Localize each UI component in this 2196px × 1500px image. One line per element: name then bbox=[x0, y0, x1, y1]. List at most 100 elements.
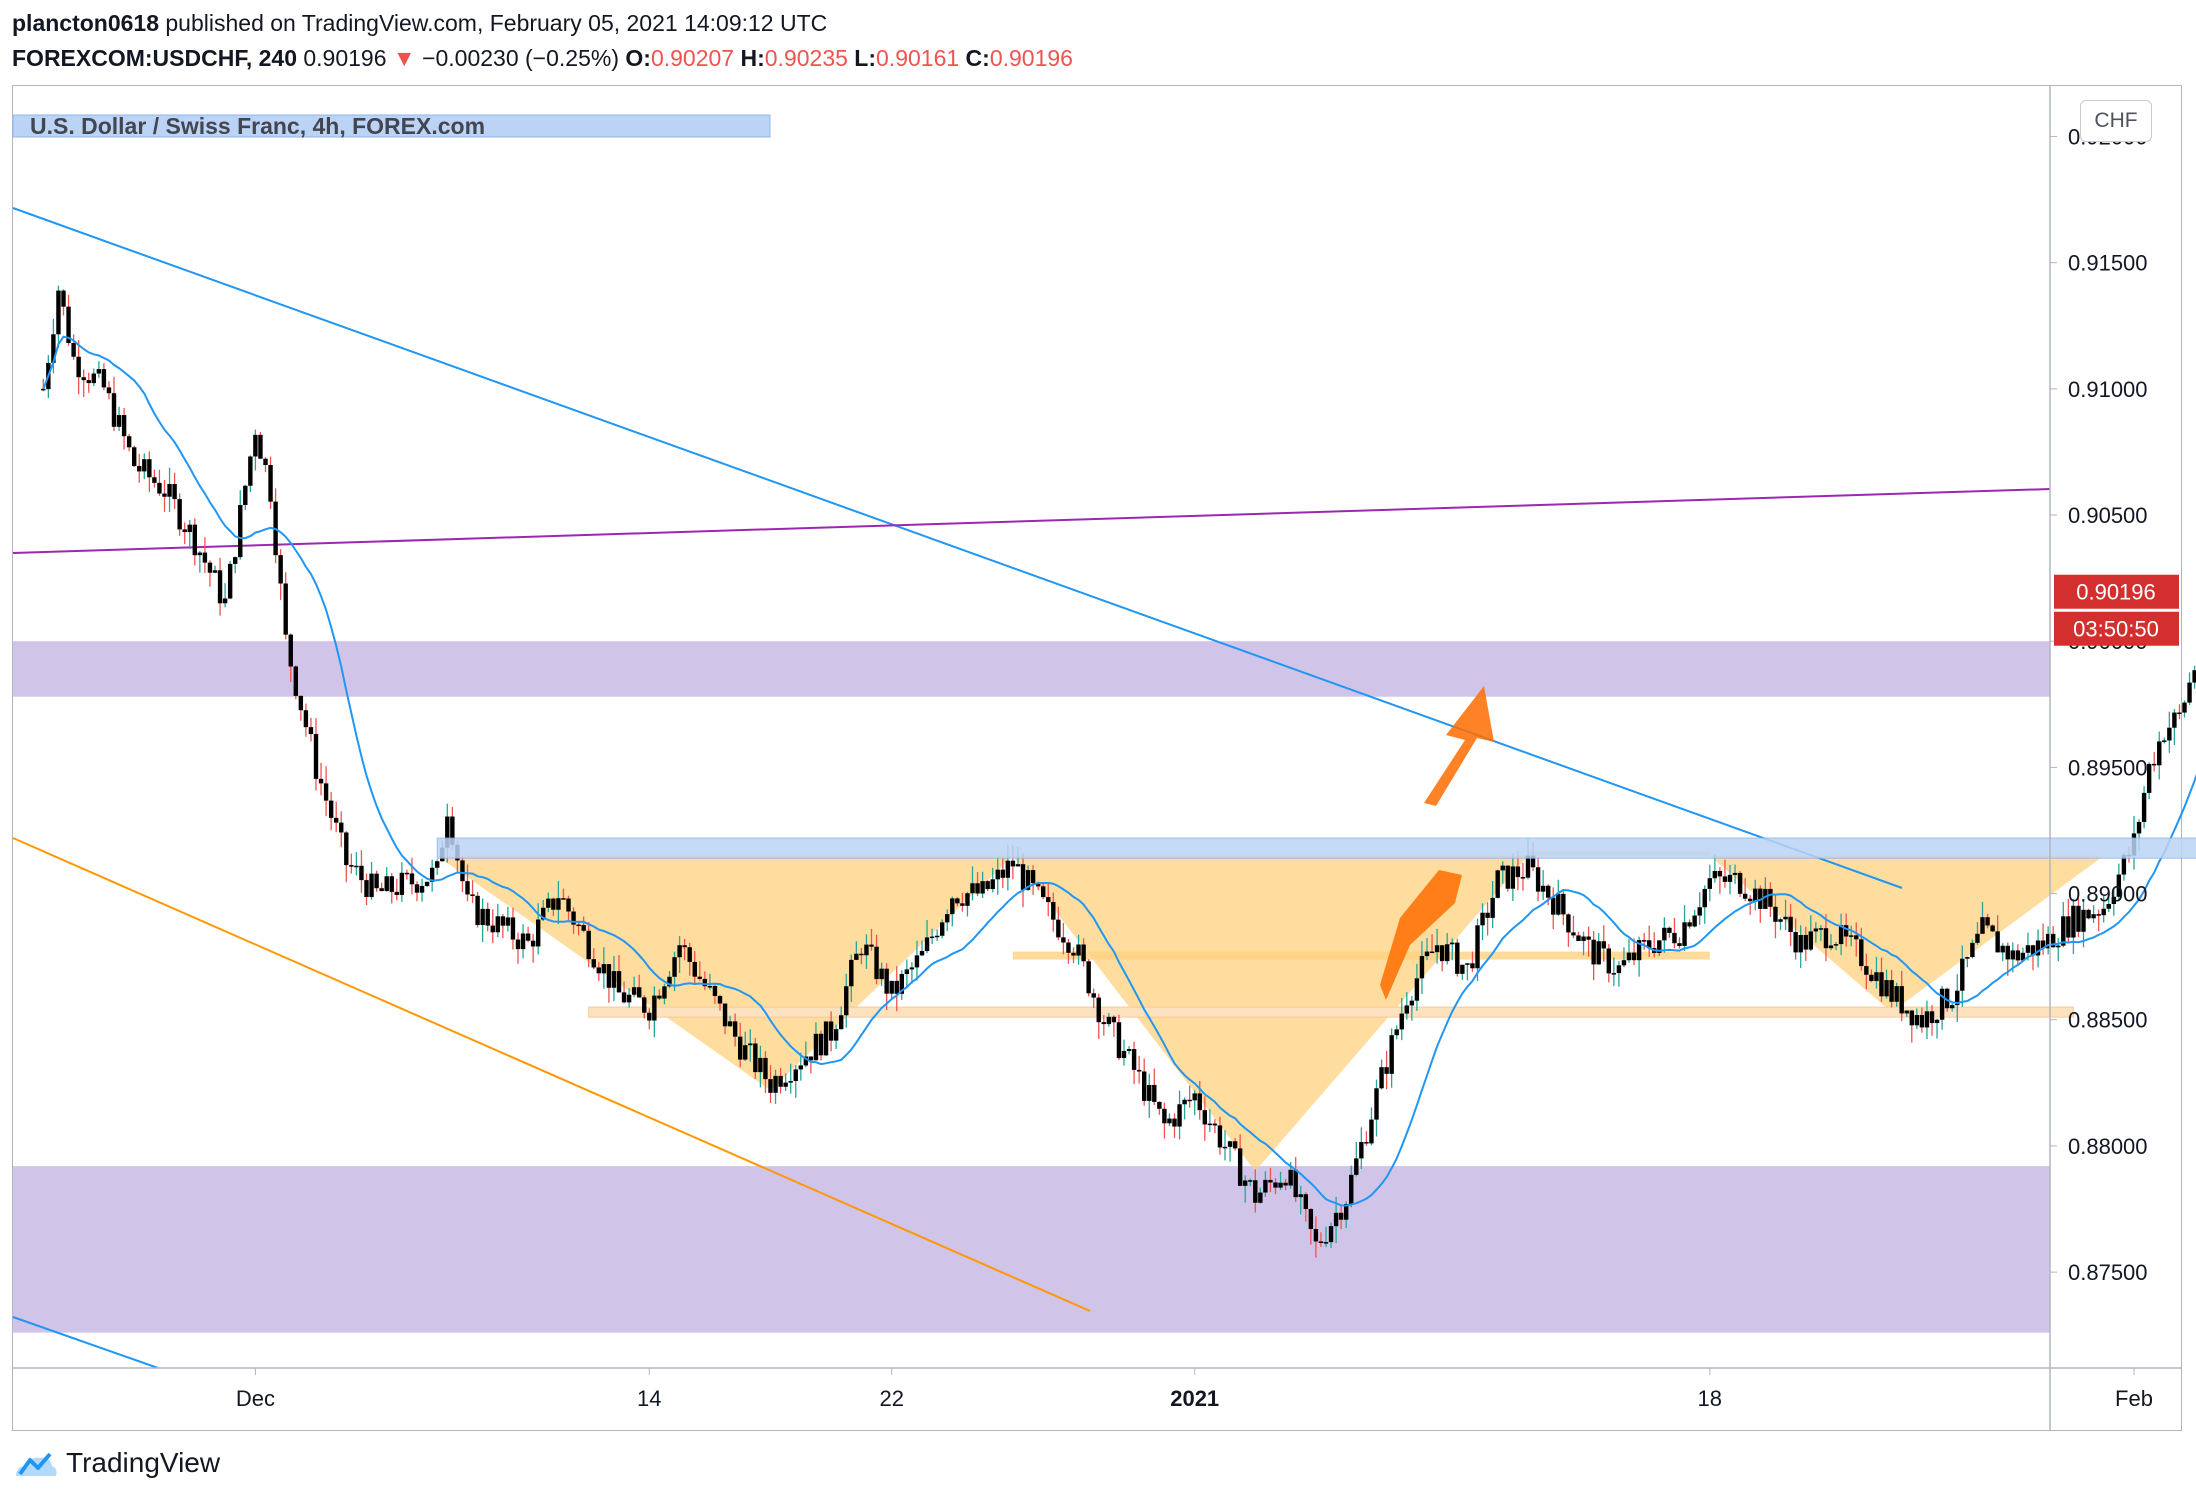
time-tick-label: Feb bbox=[2115, 1386, 2153, 1411]
candle-body bbox=[702, 978, 708, 987]
author-name[interactable]: plancton0618 bbox=[12, 10, 159, 36]
candle-body bbox=[919, 950, 925, 956]
candle-body bbox=[1692, 915, 1697, 927]
candle-body bbox=[66, 306, 71, 344]
candle-body bbox=[298, 695, 304, 711]
candle-body bbox=[126, 436, 132, 448]
left-shoulder-area bbox=[437, 855, 1013, 1091]
candle-body bbox=[1581, 936, 1586, 941]
candle-body bbox=[904, 969, 910, 975]
candle-body bbox=[81, 377, 86, 381]
candle-body bbox=[1788, 916, 1793, 933]
candle-body bbox=[1349, 1174, 1354, 1204]
price-tick-label: 0.88000 bbox=[2068, 1134, 2148, 1159]
time-tick-label: 22 bbox=[879, 1386, 903, 1411]
symbol-name[interactable]: FOREXCOM:USDCHF, 240 bbox=[12, 45, 297, 71]
candle-body bbox=[253, 434, 258, 457]
candle-body bbox=[1859, 939, 1864, 967]
moving-average-line bbox=[42, 335, 2196, 1207]
candle-body bbox=[844, 986, 849, 1016]
candle-body bbox=[1268, 1179, 1273, 1183]
candle-body bbox=[1096, 997, 1101, 1023]
candle-body bbox=[1020, 864, 1026, 890]
candle-body bbox=[1944, 988, 1950, 1009]
candle-body bbox=[1187, 1099, 1192, 1102]
candle-body bbox=[197, 552, 203, 556]
candle-body bbox=[162, 493, 167, 497]
candle-body bbox=[222, 598, 228, 604]
candle-body bbox=[263, 458, 268, 465]
candle-body bbox=[1641, 940, 1647, 942]
candle-body bbox=[1621, 960, 1627, 966]
candle-body bbox=[2162, 740, 2167, 742]
candle-body bbox=[379, 888, 384, 892]
candle-body bbox=[1278, 1182, 1283, 1188]
candle-body bbox=[1647, 940, 1652, 949]
candle-body bbox=[1434, 945, 1440, 953]
candle-body bbox=[515, 939, 521, 950]
candle-body bbox=[525, 933, 531, 941]
candle-body bbox=[142, 459, 147, 472]
candle-body bbox=[2071, 905, 2076, 938]
candle-body bbox=[2116, 874, 2122, 897]
candle-body bbox=[1505, 865, 1510, 889]
candle-body bbox=[1985, 917, 1990, 926]
candle-body bbox=[2076, 905, 2081, 932]
candle-body bbox=[1450, 942, 1455, 945]
price-tick-label: 0.89000 bbox=[2068, 882, 2148, 907]
candle-body bbox=[1904, 1010, 1909, 1014]
publish-line: plancton0618 published on TradingView.co… bbox=[12, 10, 827, 37]
candle-body bbox=[1101, 1022, 1106, 1025]
candle-body bbox=[1364, 1142, 1369, 1144]
candle-body bbox=[1323, 1242, 1329, 1244]
currency-badge[interactable]: CHF bbox=[2080, 100, 2152, 142]
candle-body bbox=[1763, 888, 1768, 909]
candle-body bbox=[874, 946, 879, 980]
candle-body bbox=[1843, 925, 1849, 937]
candle-body bbox=[1737, 872, 1743, 894]
candle-body bbox=[374, 873, 379, 889]
candle-body bbox=[929, 936, 935, 939]
candle-body bbox=[1202, 1110, 1207, 1125]
candle-body bbox=[530, 940, 536, 947]
chart-frame[interactable] bbox=[12, 85, 2182, 1431]
candle-body bbox=[1631, 952, 1637, 961]
candle-body bbox=[1636, 940, 1642, 961]
candle-body bbox=[1702, 888, 1707, 908]
candle-body bbox=[1455, 942, 1460, 974]
candle-body bbox=[758, 1057, 763, 1073]
open-value: 0.90207 bbox=[650, 45, 735, 71]
candle-body bbox=[828, 1021, 834, 1041]
tradingview-logo[interactable]: TradingView bbox=[12, 1447, 220, 1479]
candle-body bbox=[1263, 1179, 1268, 1193]
last-price-badge bbox=[2054, 574, 2179, 609]
channel-lower-line bbox=[12, 837, 1091, 1312]
candle-body bbox=[354, 865, 359, 868]
candle-body bbox=[707, 986, 713, 988]
candle-body bbox=[1732, 872, 1738, 875]
candle-body bbox=[950, 898, 955, 915]
candle-body bbox=[611, 971, 617, 988]
candle-body bbox=[626, 994, 632, 1003]
candle-body bbox=[394, 891, 399, 895]
candle-body bbox=[889, 980, 894, 994]
candle-body bbox=[1975, 933, 1980, 943]
candle-body bbox=[1374, 1088, 1379, 1120]
candle-body bbox=[727, 1021, 733, 1027]
candle-body bbox=[1854, 935, 1859, 940]
candle-body bbox=[2106, 903, 2111, 909]
candle-body bbox=[445, 816, 450, 848]
candle-body bbox=[1864, 966, 1869, 975]
candle-body bbox=[1874, 972, 1879, 982]
candle-body bbox=[192, 524, 197, 556]
candle-body bbox=[1919, 1014, 1925, 1028]
candle-body bbox=[460, 860, 465, 882]
candle-body bbox=[1243, 1180, 1248, 1186]
candle-body bbox=[2146, 763, 2152, 793]
candle-body bbox=[1712, 870, 1718, 879]
close-label: C: bbox=[965, 45, 990, 71]
candle-body bbox=[1914, 1014, 1920, 1026]
candle-body bbox=[1460, 964, 1465, 974]
candle-body bbox=[1227, 1141, 1233, 1147]
